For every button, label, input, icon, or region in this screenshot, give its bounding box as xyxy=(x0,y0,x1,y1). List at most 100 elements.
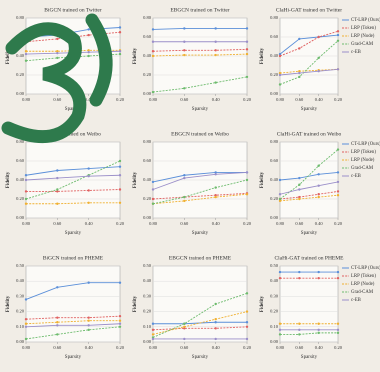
data-point xyxy=(278,73,282,77)
data-point xyxy=(317,35,320,39)
data-point xyxy=(298,322,301,325)
data-point xyxy=(336,68,340,71)
y-tick-label: 0.00 xyxy=(16,91,25,96)
x-tick-label: 0.40 xyxy=(85,97,94,102)
data-point xyxy=(24,337,28,341)
data-point xyxy=(183,176,186,180)
data-point xyxy=(87,189,90,192)
data-point xyxy=(151,50,155,53)
data-point xyxy=(87,281,90,284)
legend-label: Grad-CAM xyxy=(351,290,374,295)
data-point xyxy=(24,325,28,328)
series-line xyxy=(25,282,120,300)
y-tick-label: 0.40 xyxy=(143,177,152,182)
x-tick-label: 0.20 xyxy=(116,97,125,102)
x-tick-label: 0.80 xyxy=(22,221,31,226)
data-point xyxy=(298,37,301,41)
data-point xyxy=(278,322,282,325)
y-tick-label: 0.20 xyxy=(16,196,25,201)
y-tick-label: 0.50 xyxy=(16,263,25,268)
data-point xyxy=(317,184,320,187)
data-point xyxy=(183,199,186,203)
y-tick-label: 0.20 xyxy=(270,309,279,314)
chart-title: EBGCN trained on Weibo xyxy=(171,131,229,137)
y-tick-label: 0.40 xyxy=(143,278,152,283)
data-point xyxy=(56,37,59,41)
y-tick-label: 0.20 xyxy=(143,309,152,314)
y-tick-label: 0.40 xyxy=(270,278,279,283)
data-point xyxy=(118,165,122,168)
series-line xyxy=(279,68,339,76)
series-line xyxy=(279,68,339,74)
y-tick-label: 0.80 xyxy=(143,15,152,20)
chart-title: BiGCN trained on Weibo xyxy=(45,131,101,137)
data-point xyxy=(151,197,155,201)
data-point xyxy=(151,28,155,31)
x-tick-label: 0.40 xyxy=(315,221,324,226)
series-line xyxy=(279,194,339,202)
y-tick-label: 0.00 xyxy=(143,215,152,220)
legend-label: LRP (Token) xyxy=(351,274,376,279)
data-point xyxy=(298,176,301,180)
x-tick-label: 0.60 xyxy=(53,97,62,102)
y-tick-label: 0.00 xyxy=(143,339,152,344)
data-point xyxy=(87,316,90,319)
x-tick-label: 0.40 xyxy=(85,345,94,350)
chart: BiGCN trained on PHEME 0.00 0.10 0.20 0.30 0.… xyxy=(6,255,125,360)
data-point xyxy=(245,193,249,196)
data-point xyxy=(56,56,59,60)
y-tick-label: 0.30 xyxy=(16,293,25,298)
data-point xyxy=(245,310,249,313)
data-point xyxy=(278,52,282,56)
data-point xyxy=(317,322,320,325)
data-point xyxy=(87,324,90,327)
chart: ClaHi-GAT trained on PHEME 0.00 0.10 0.20 0.… xyxy=(260,255,380,360)
y-tick-label: 0.20 xyxy=(143,196,152,201)
data-point xyxy=(278,276,282,280)
plot-area xyxy=(152,265,248,343)
data-point xyxy=(278,333,282,336)
x-tick-label: 0.40 xyxy=(212,97,221,102)
y-axis-label: Fidelity xyxy=(260,171,265,188)
data-point xyxy=(298,197,301,201)
data-point xyxy=(336,30,340,33)
data-point xyxy=(56,50,59,53)
data-point xyxy=(118,26,122,29)
series-line xyxy=(25,320,120,325)
data-point xyxy=(24,322,28,325)
x-tick-label: 0.20 xyxy=(334,221,343,226)
data-point xyxy=(214,81,217,84)
series-line xyxy=(152,28,247,30)
data-point xyxy=(118,201,122,204)
data-point xyxy=(24,52,28,56)
x-tick-label: 0.60 xyxy=(53,221,62,226)
x-tick-label: 0.20 xyxy=(243,345,252,350)
series-line xyxy=(279,30,339,57)
data-point xyxy=(317,195,320,199)
data-point xyxy=(317,328,320,332)
legend-label: c-EB xyxy=(351,298,361,303)
y-axis-label: Fidelity xyxy=(6,171,11,188)
chart: EBGCN trained on Weibo 0.00 0.20 0.40 0.60 0.… xyxy=(133,131,252,236)
data-point xyxy=(245,52,249,56)
legend-label: CT-LRP (Ours) xyxy=(351,18,380,23)
data-point xyxy=(298,75,301,79)
data-point xyxy=(317,193,320,196)
y-axis-label: Fidelity xyxy=(6,295,11,312)
series-line xyxy=(26,189,121,192)
data-point xyxy=(56,286,59,289)
data-point xyxy=(245,75,249,79)
x-tick-label: 0.20 xyxy=(334,97,343,102)
data-point xyxy=(56,190,59,193)
series-line xyxy=(279,40,339,85)
data-point xyxy=(151,180,155,184)
legend-label: CT-LRP (Ours) xyxy=(351,142,380,147)
y-tick-label: 0.00 xyxy=(270,91,279,96)
data-point xyxy=(298,183,301,186)
data-point xyxy=(87,201,90,204)
x-tick-label: 0.40 xyxy=(315,97,324,102)
legend-label: LRP (Token) xyxy=(351,150,376,155)
data-point xyxy=(87,328,90,332)
